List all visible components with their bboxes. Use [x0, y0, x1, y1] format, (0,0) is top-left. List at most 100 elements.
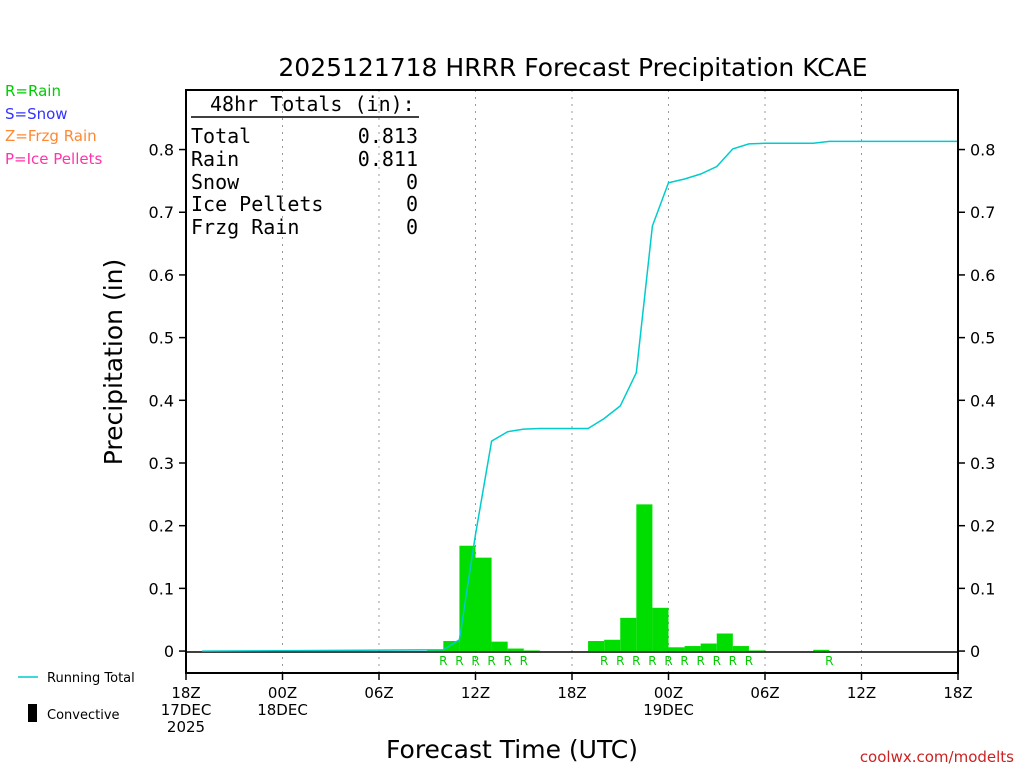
y-axis-right: 0 0.1 0.2 0.3 0.4 0.5 0.6 0.7 0.8 [958, 141, 995, 661]
precip-type-marker: R [825, 654, 833, 668]
x-tick-label: 06Z [364, 684, 393, 702]
x-tick-label: 17DEC [161, 701, 212, 719]
legend-frzg-rain: Z=Frzg Rain [5, 127, 97, 145]
precip-type-marker: R [648, 654, 656, 668]
precip-bar [620, 617, 637, 652]
bars [427, 504, 830, 652]
totals-total-value: 0.813 [358, 124, 418, 148]
y-tick-label-right: 0.5 [970, 329, 995, 348]
y-tick-label-left: 0.1 [149, 579, 174, 598]
precip-type-marker: R [503, 654, 511, 668]
precip-bar [668, 647, 685, 652]
precip-type-marker: R [471, 654, 479, 668]
y-tick-label-left: 0.5 [149, 329, 174, 348]
running-total-legend-label: Running Total [47, 671, 135, 686]
precip-bar [636, 504, 653, 652]
precip-type-marker: R [745, 654, 753, 668]
x-tick-label: 06Z [750, 684, 779, 702]
precip-type-marker: R [600, 654, 608, 668]
precip-type-marker: R [729, 654, 737, 668]
x-tick-label: 00Z [654, 684, 683, 702]
precip-bar [684, 646, 701, 652]
type-legend: R=Rain S=Snow Z=Frzg Rain P=Ice Pellets [5, 82, 102, 168]
precip-bar [652, 607, 669, 652]
y-tick-label-left: 0.7 [149, 203, 174, 222]
totals-rain-value: 0.811 [358, 147, 418, 171]
precip-bar [443, 641, 460, 652]
precip-type-marker: R [713, 654, 721, 668]
totals-snow-value: 0 [406, 170, 418, 194]
precip-bar [604, 639, 621, 652]
x-tick-label: 12Z [461, 684, 490, 702]
y-axis-title: Precipitation (in) [99, 259, 128, 466]
precip-bar [732, 646, 749, 652]
precip-bar [507, 648, 524, 652]
x-tick-label: 18Z [943, 684, 972, 702]
precip-bar [475, 557, 492, 652]
precip-bar [491, 641, 508, 652]
y-tick-label-left: 0 [164, 642, 174, 661]
x-tick-label: 18Z [557, 684, 586, 702]
legend-rain: R=Rain [5, 82, 61, 100]
precip-type-marker: R [616, 654, 624, 668]
y-tick-label-right: 0 [970, 642, 980, 661]
precip-bar [459, 545, 476, 652]
y-tick-label-right: 0.6 [970, 266, 995, 285]
convective-legend-label: Convective [47, 708, 120, 723]
x-tick-label: 2025 [167, 718, 205, 736]
y-tick-label-left: 0.3 [149, 454, 174, 473]
precip-bar [523, 650, 540, 652]
grid-lines [282, 90, 862, 673]
y-tick-label-right: 0.8 [970, 141, 995, 160]
y-tick-label-right: 0.3 [970, 454, 995, 473]
precip-type-marker: R [680, 654, 688, 668]
x-tick-label: 18Z [171, 684, 200, 702]
totals-rain-label: Rain [191, 147, 239, 171]
precip-type-marker: R [439, 654, 447, 668]
legend-ice-pellets: P=Ice Pellets [5, 150, 102, 168]
y-tick-label-left: 0.2 [149, 517, 174, 536]
x-tick-label: 18DEC [257, 701, 308, 719]
convective-swatch [28, 704, 37, 722]
totals-frzg-rain-label: Frzg Rain [191, 215, 299, 239]
y-tick-label-left: 0.6 [149, 266, 174, 285]
y-tick-label-right: 0.7 [970, 203, 995, 222]
precip-bar [748, 650, 765, 652]
precip-type-marker: R [696, 654, 704, 668]
x-tick-label: 00Z [268, 684, 297, 702]
footer-credit: coolwx.com/modelts [860, 748, 1014, 766]
y-tick-label-right: 0.4 [970, 391, 995, 410]
chart-title: 2025121718 HRRR Forecast Precipitation K… [278, 53, 867, 82]
totals-frzg-rain-value: 0 [406, 215, 418, 239]
totals-header: 48hr Totals (in): [210, 92, 415, 116]
legend-snow: S=Snow [5, 105, 68, 123]
x-tick-label: 19DEC [643, 701, 694, 719]
precip-type-marker: R [520, 654, 528, 668]
precip-bar [716, 633, 733, 652]
x-axis-title: Forecast Time (UTC) [386, 735, 638, 764]
totals-total-label: Total [191, 124, 251, 148]
y-tick-label-right: 0.2 [970, 517, 995, 536]
y-tick-label-left: 0.4 [149, 391, 174, 410]
totals-ice-pellets-label: Ice Pellets [191, 192, 323, 216]
y-tick-label-right: 0.1 [970, 579, 995, 598]
precip-bar [813, 649, 830, 652]
precip-type-marker: R [455, 654, 463, 668]
plot-frame [185, 89, 959, 674]
precip-type-marker: R [664, 654, 672, 668]
totals-box: 48hr Totals (in): Total 0.813 Rain 0.811… [191, 92, 419, 239]
precip-type-marker: R [632, 654, 640, 668]
precip-bar [588, 641, 605, 652]
x-tick-label: 12Z [847, 684, 876, 702]
precip-bar [700, 643, 717, 652]
running-total-line [202, 140, 958, 652]
precip-type-marker: R [487, 654, 495, 668]
y-axis-left: 0 0.1 0.2 0.3 0.4 0.5 0.6 0.7 0.8 [149, 141, 186, 661]
y-tick-label-left: 0.8 [149, 141, 174, 160]
totals-snow-label: Snow [191, 170, 240, 194]
totals-ice-pellets-value: 0 [406, 192, 418, 216]
bottom-legend: Running Total Convective [18, 671, 135, 723]
